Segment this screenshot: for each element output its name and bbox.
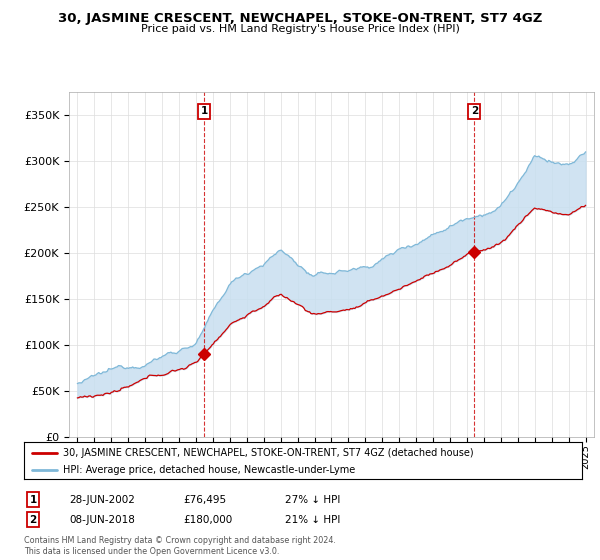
Text: £76,495: £76,495	[183, 494, 226, 505]
Text: 2: 2	[470, 106, 478, 116]
Text: Contains HM Land Registry data © Crown copyright and database right 2024.
This d: Contains HM Land Registry data © Crown c…	[24, 536, 336, 556]
Text: 30, JASMINE CRESCENT, NEWCHAPEL, STOKE-ON-TRENT, ST7 4GZ (detached house): 30, JASMINE CRESCENT, NEWCHAPEL, STOKE-O…	[63, 447, 473, 458]
Text: 28-JUN-2002: 28-JUN-2002	[69, 494, 135, 505]
Text: HPI: Average price, detached house, Newcastle-under-Lyme: HPI: Average price, detached house, Newc…	[63, 465, 355, 475]
Text: 21% ↓ HPI: 21% ↓ HPI	[285, 515, 340, 525]
Text: 27% ↓ HPI: 27% ↓ HPI	[285, 494, 340, 505]
Text: 30, JASMINE CRESCENT, NEWCHAPEL, STOKE-ON-TRENT, ST7 4GZ: 30, JASMINE CRESCENT, NEWCHAPEL, STOKE-O…	[58, 12, 542, 25]
Text: 1: 1	[200, 106, 208, 116]
Text: 1: 1	[29, 494, 37, 505]
Text: 08-JUN-2018: 08-JUN-2018	[69, 515, 135, 525]
Text: 2: 2	[29, 515, 37, 525]
Text: £180,000: £180,000	[183, 515, 232, 525]
Text: Price paid vs. HM Land Registry's House Price Index (HPI): Price paid vs. HM Land Registry's House …	[140, 24, 460, 34]
